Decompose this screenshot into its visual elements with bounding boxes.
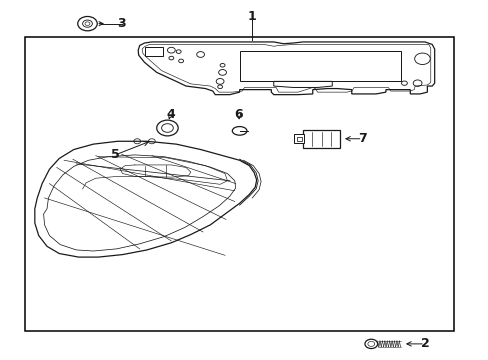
Bar xyxy=(296,137,301,141)
Text: 6: 6 xyxy=(234,108,243,121)
Bar xyxy=(25,37,453,330)
Text: 2: 2 xyxy=(420,337,428,350)
Bar xyxy=(144,47,163,56)
Bar xyxy=(303,130,339,148)
Text: 3: 3 xyxy=(117,17,126,30)
Text: 7: 7 xyxy=(357,132,366,145)
Text: 1: 1 xyxy=(247,10,256,23)
Bar xyxy=(294,134,304,143)
Text: 4: 4 xyxy=(165,108,174,121)
Bar xyxy=(239,51,400,81)
Text: 5: 5 xyxy=(111,148,120,161)
